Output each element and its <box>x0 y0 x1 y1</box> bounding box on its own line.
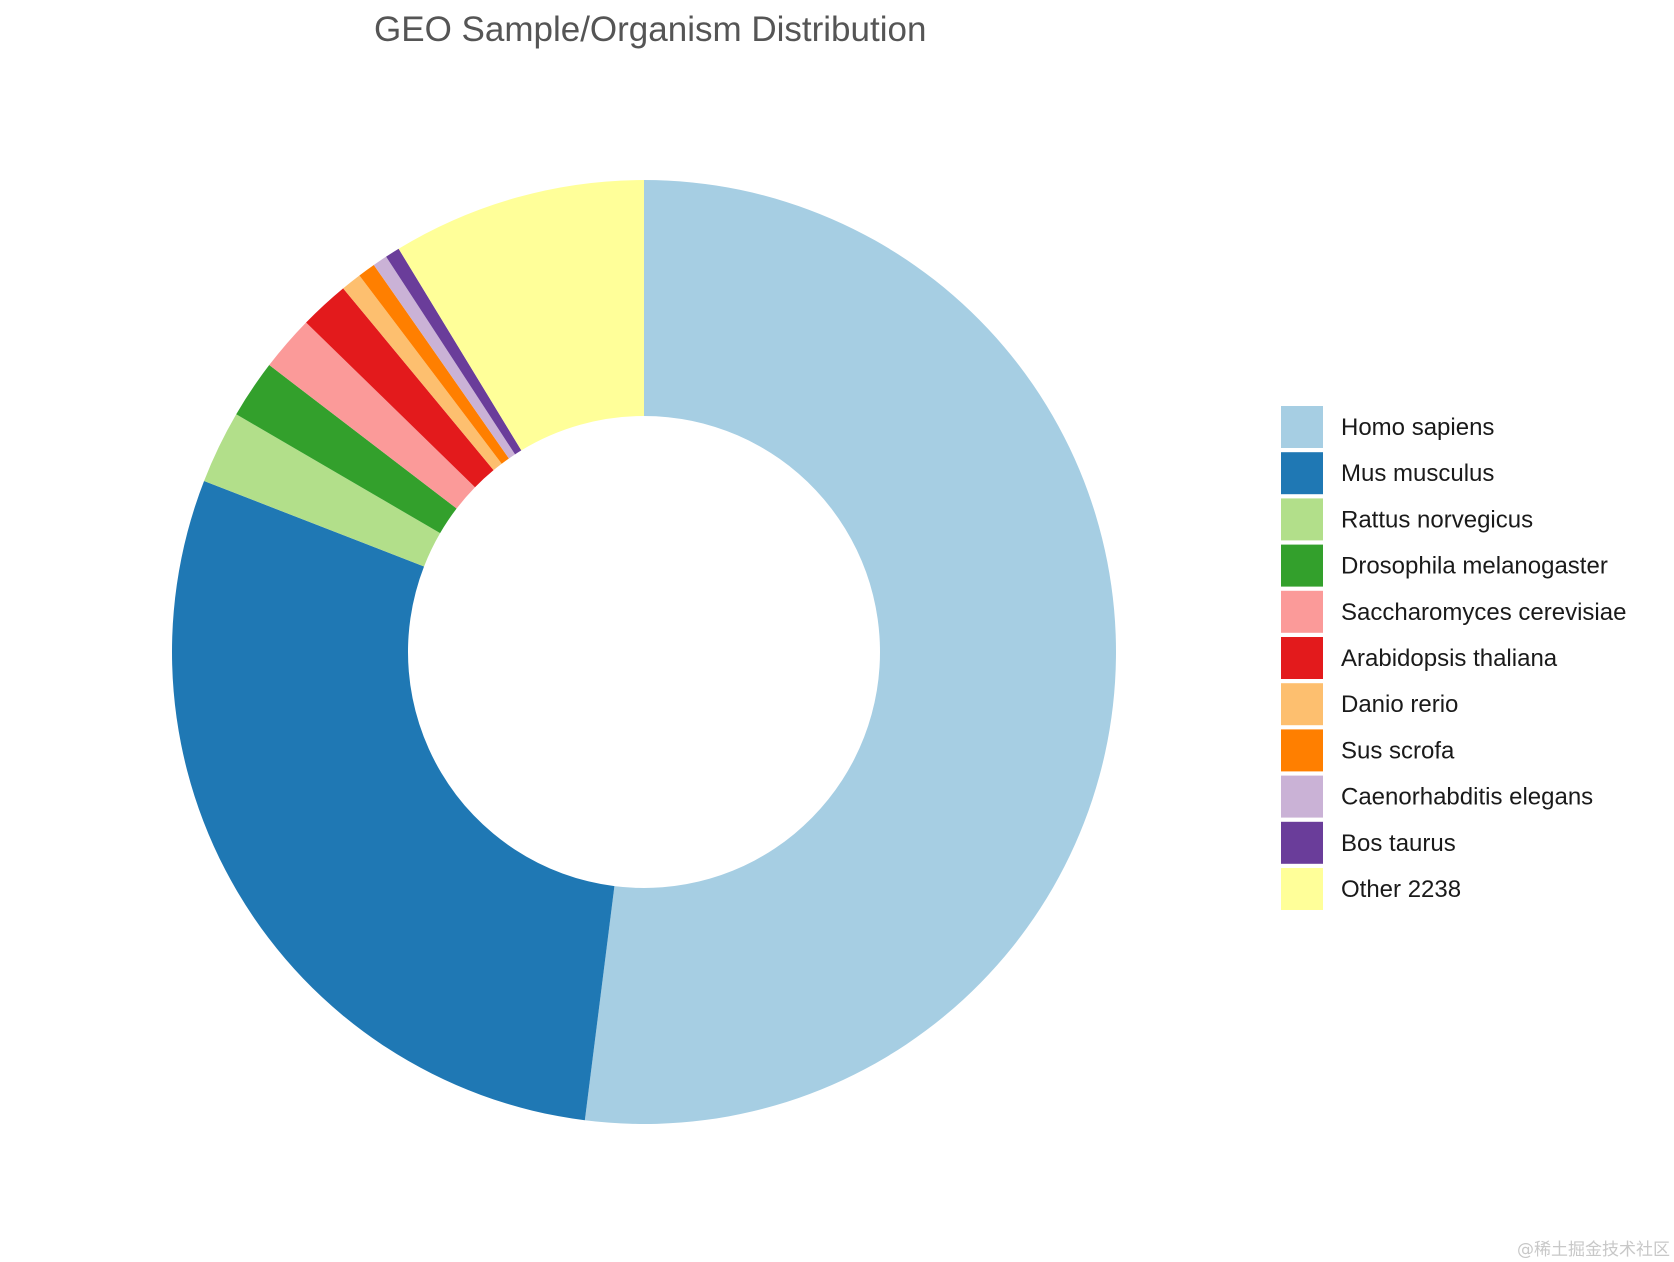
legend-swatch-rattus-norvegicus <box>1281 498 1323 541</box>
legend: Homo sapiens Mus musculus Rattus norvegicu… <box>1281 406 1626 910</box>
legend-swatch-caenorhabditis-elegans <box>1281 775 1323 818</box>
legend-swatch-mus-musculus <box>1281 452 1323 495</box>
legend-label-arabidopsis-thaliana: Arabidopsis thaliana <box>1341 645 1558 672</box>
legend-swatch-saccharomyces-cerevisiae <box>1281 590 1323 633</box>
legend-label-caenorhabditis-elegans: Caenorhabditis elegans <box>1341 784 1593 811</box>
legend-swatch-drosophila-melanogaster <box>1281 544 1323 587</box>
legend-label-mus-musculus: Mus musculus <box>1341 460 1494 487</box>
legend-swatch-bos-taurus <box>1281 821 1323 864</box>
legend-label-saccharomyces-cerevisiae: Saccharomyces cerevisiae <box>1341 599 1626 626</box>
legend-label-drosophila-melanogaster: Drosophila melanogaster <box>1341 553 1608 580</box>
watermark-text: @稀土掘金技术社区 <box>1517 1240 1670 1260</box>
slice-bos-taurus <box>386 248 522 455</box>
slice-sus-scrofa <box>359 264 509 464</box>
legend-swatch-danio-rerio <box>1281 683 1323 726</box>
legend-label-homo-sapiens: Homo sapiens <box>1341 414 1494 441</box>
legend-swatch-sus-scrofa <box>1281 729 1323 772</box>
donut-slices <box>171 180 1116 1124</box>
slice-homo-sapiens <box>584 180 1116 1124</box>
slice-drosophila-melanogaster <box>236 365 457 534</box>
slice-danio-rerio <box>343 275 502 471</box>
legend-label-rattus-norvegicus: Rattus norvegicus <box>1341 506 1533 533</box>
legend-label-bos-taurus: Bos taurus <box>1341 830 1456 857</box>
legend-label-other-2238: Other 2238 <box>1341 876 1461 903</box>
slice-arabidopsis-thaliana <box>306 288 494 488</box>
slice-rattus-norvegicus <box>204 414 441 567</box>
legend-swatch-homo-sapiens <box>1281 406 1323 448</box>
legend-swatch-arabidopsis-thaliana <box>1281 637 1323 679</box>
slice-saccharomyces-cerevisiae <box>269 322 476 509</box>
legend-swatch-other-2238 <box>1281 868 1323 910</box>
legend-label-sus-scrofa: Sus scrofa <box>1341 737 1455 764</box>
slice-caenorhabditis-elegans <box>373 256 516 459</box>
chart-title: GEO Sample/Organism Distribution <box>374 10 926 49</box>
legend-label-danio-rerio: Danio rerio <box>1341 691 1458 718</box>
slice-other-2238 <box>398 180 644 451</box>
slice-mus-musculus <box>171 481 615 1121</box>
